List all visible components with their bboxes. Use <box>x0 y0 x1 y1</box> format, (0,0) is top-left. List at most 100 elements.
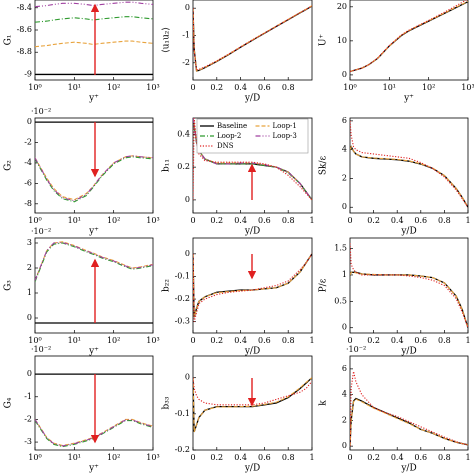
y-tick-label: 20 <box>337 2 347 11</box>
x-tick-label: 10¹ <box>68 453 81 462</box>
plot-frame <box>192 0 313 81</box>
y-tick-label: -9 <box>24 69 32 78</box>
y-axis-label: b₂₂ <box>162 279 172 292</box>
y-tick-label: -3 <box>24 437 32 446</box>
panel: 10⁰ 10¹ 10² 10³ -8 -6 -4 -2 0 y⁺ G₂ ·10⁻² <box>4 107 160 237</box>
x-tick-label: 0 <box>347 453 352 462</box>
y-tick-label: 2 <box>342 415 347 424</box>
series-line <box>350 271 468 328</box>
plot-frame <box>349 355 469 451</box>
series-line <box>193 377 312 406</box>
series-line <box>193 253 312 322</box>
x-axis-label: y⁺ <box>88 227 99 237</box>
series-line <box>35 241 153 281</box>
plot-frame <box>34 0 154 81</box>
x-tick-label: 1 <box>465 336 470 345</box>
y-axis-label: G₁ <box>4 35 14 46</box>
y-axis-label: U⁺ <box>319 34 329 47</box>
x-tick-label: 10² <box>107 336 120 345</box>
series-line <box>193 377 312 433</box>
y-tick-label: 2 <box>342 173 347 182</box>
legend-label: Loop-2 <box>217 132 241 140</box>
x-tick-label: 0.2 <box>210 336 223 345</box>
x-tick-label: 0.6 <box>258 453 271 462</box>
x-tick-label: 0 <box>190 336 195 345</box>
x-tick-label: 0.4 <box>391 216 404 225</box>
x-tick-label: 0.2 <box>367 336 380 345</box>
x-tick-label: 1 <box>309 336 314 345</box>
y-tick-label: 0 <box>27 313 32 322</box>
plot-frame <box>349 237 469 334</box>
series-line <box>350 243 468 328</box>
x-tick-label: 10³ <box>146 83 159 92</box>
x-tick-label: 10¹ <box>383 83 396 92</box>
x-tick-label: 10³ <box>146 453 159 462</box>
y-tick-label: 0.4 <box>177 129 190 138</box>
y-tick-label: 0 <box>185 195 190 204</box>
x-tick-label: 0.4 <box>391 453 404 462</box>
plot-frame <box>349 117 469 214</box>
y-tick-label: -6 <box>24 178 32 187</box>
series-line <box>350 397 468 447</box>
series-line <box>350 120 468 208</box>
x-tick-label: 1 <box>465 216 470 225</box>
x-tick-label: 0.4 <box>234 83 247 92</box>
y-tick-label: 3 <box>27 238 32 247</box>
x-tick-label: 10² <box>107 453 120 462</box>
plot-frame <box>34 237 154 334</box>
axis-multiplier: ·10⁻² <box>31 227 51 236</box>
series-line <box>350 398 468 447</box>
x-tick-label: 0.8 <box>438 216 451 225</box>
y-tick-label: 2 <box>27 263 32 272</box>
y-tick-label: 1 <box>342 270 347 279</box>
y-tick-label: 1.5 <box>334 244 347 253</box>
x-tick-label: 0 <box>190 216 195 225</box>
panel: 10⁰ 10¹ 10² 10³ -9 -8.8 -8.6 -8.4 y⁺ G₁ <box>4 0 160 104</box>
y-tick-label: 0 <box>27 117 32 126</box>
x-tick-label: 10¹ <box>68 83 81 92</box>
series-line <box>350 0 468 73</box>
panel: 0 0.2 0.4 0.6 0.8 1 -0.3 -0.2 -0.1 0 y/D b₂₂ <box>162 237 315 357</box>
x-tick-label: 0.8 <box>438 336 451 345</box>
panel: 0 0.2 0.4 0.6 0.8 1 0 2 4 6 y/D Sk/ε <box>319 116 471 237</box>
legend-label: Loop-1 <box>273 122 297 130</box>
panel: 0 0.2 0.4 0.6 0.8 1 -0.2 -0.1 0 y/D b₃₃ <box>162 355 315 474</box>
series-line <box>35 40 153 48</box>
x-tick-label: 10⁰ <box>28 336 41 345</box>
series-line <box>35 418 153 447</box>
x-tick-label: 10⁰ <box>28 453 41 462</box>
plot-frame <box>34 355 154 451</box>
x-tick-label: 10³ <box>146 216 159 225</box>
y-axis-label: b₃₃ <box>162 396 172 409</box>
y-tick-label: 0.5 <box>334 296 347 305</box>
x-tick-label: 0.8 <box>282 336 295 345</box>
x-tick-label: 10⁰ <box>28 83 41 92</box>
legend-box <box>196 118 309 154</box>
plot-frame <box>34 117 154 214</box>
x-tick-label: 10² <box>107 216 120 225</box>
y-tick-label: -0.2 <box>175 445 190 454</box>
series-line <box>350 371 468 447</box>
panel: 10⁰ 10¹ 10² 10³ -3 -2 -1 0 y⁺ G₄ ·10⁻² <box>4 345 160 474</box>
x-tick-label: 0.8 <box>282 83 295 92</box>
x-tick-label: 0.8 <box>282 216 295 225</box>
x-tick-label: 0.4 <box>391 336 404 345</box>
series-line <box>35 156 153 203</box>
x-tick-label: 0.4 <box>234 336 247 345</box>
y-axis-label: P/ε <box>319 278 329 292</box>
y-tick-label: 0 <box>185 3 190 12</box>
x-tick-label: 1 <box>309 453 314 462</box>
y-tick-label: -0.3 <box>175 317 190 326</box>
y-tick-label: -4 <box>24 158 32 167</box>
y-tick-label: -8.6 <box>17 25 32 34</box>
x-tick-label: 0 <box>347 336 352 345</box>
x-axis-label: y/D <box>400 464 416 474</box>
series-line <box>193 253 312 318</box>
series-line <box>350 1 468 73</box>
x-tick-label: 10² <box>107 83 120 92</box>
x-axis-label: y/D <box>244 464 260 474</box>
y-tick-label: -8.8 <box>17 47 32 56</box>
x-tick-label: 0.4 <box>234 453 247 462</box>
x-axis-label: y/D <box>244 94 260 104</box>
